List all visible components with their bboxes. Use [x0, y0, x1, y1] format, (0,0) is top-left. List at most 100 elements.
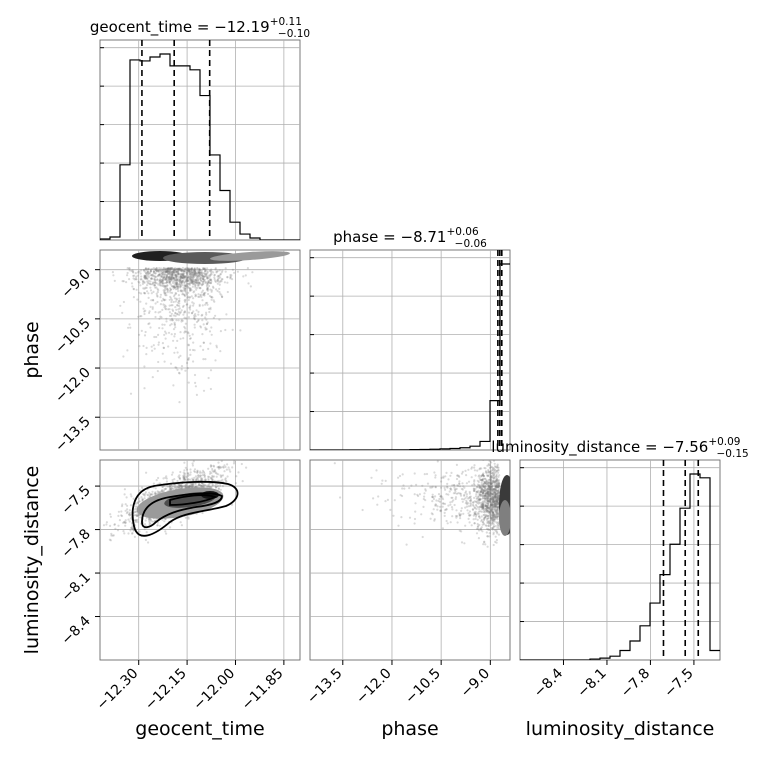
scatter-point [185, 317, 188, 320]
scatter-point [184, 478, 187, 481]
scatter-point [190, 270, 193, 273]
scatter-point [162, 273, 165, 277]
scatter-point [485, 482, 488, 486]
scatter-point [161, 485, 164, 488]
scatter-point [124, 503, 127, 506]
scatter-point [494, 480, 497, 483]
scatter-point [484, 501, 488, 504]
scatter-point [169, 287, 172, 290]
scatter-point [172, 339, 175, 342]
scatter-point [205, 272, 208, 275]
scatter-point [454, 514, 458, 518]
scatter-point [444, 488, 447, 491]
scatter-point [204, 328, 207, 331]
scatter-point [482, 514, 485, 517]
scatter-point [476, 500, 479, 503]
scatter-point [491, 519, 494, 522]
scatter-point [492, 473, 495, 476]
scatter-point [475, 505, 478, 508]
title-geocent_time: geocent_time = −12.19+0.11 −0.10 [90, 16, 310, 40]
scatter-point [483, 489, 486, 492]
scatter-point [147, 494, 150, 497]
scatter-point [177, 319, 180, 322]
scatter-point [196, 469, 199, 472]
scatter-point [199, 279, 202, 282]
scatter-point [180, 318, 183, 322]
scatter-point [196, 471, 199, 474]
scatter-point [170, 317, 174, 320]
scatter-point [169, 277, 172, 280]
scatter-point [173, 483, 177, 486]
scatter-point [193, 271, 196, 274]
scatter-point [386, 498, 389, 501]
scatter-point [467, 468, 470, 471]
scatter-point [190, 483, 193, 486]
scatter-point [484, 504, 487, 507]
scatter-point [472, 487, 475, 490]
scatter-point [189, 287, 192, 290]
scatter-point [176, 285, 179, 288]
scatter-point [480, 467, 483, 470]
scatter-point [175, 275, 178, 278]
scatter-point [197, 281, 200, 284]
scatter-point [493, 501, 496, 504]
scatter-point [192, 280, 195, 283]
scatter-point [183, 281, 186, 285]
scatter-point [494, 510, 497, 513]
scatter-point [221, 453, 223, 455]
scatter-point [496, 507, 499, 510]
scatter-point [149, 270, 152, 273]
scatter-point [143, 287, 146, 290]
scatter-point [486, 491, 489, 494]
scatter-point [488, 492, 491, 495]
scatter-point [200, 485, 203, 488]
scatter-point [494, 525, 497, 528]
scatter-point [146, 290, 149, 293]
scatter-point [191, 311, 194, 315]
scatter-point [495, 512, 498, 515]
scatter-point [165, 268, 168, 271]
scatter-point [486, 535, 489, 538]
scatter-point [170, 278, 173, 281]
x-tick-label-luminosity_distance: −8.4 [531, 665, 566, 700]
scatter-point [177, 268, 180, 271]
scatter-point [185, 273, 189, 276]
scatter-point [173, 286, 176, 289]
scatter-point [190, 271, 193, 274]
scatter-point [149, 274, 152, 277]
scatter-point [203, 275, 206, 278]
scatter-point [176, 287, 179, 290]
scatter-point [493, 484, 496, 487]
scatter-point [470, 476, 473, 479]
scatter-point [493, 505, 496, 508]
scatter-point [484, 487, 487, 490]
scatter-point [484, 524, 487, 527]
scatter-point [168, 281, 171, 284]
scatter-point [147, 322, 150, 326]
scatter-point [457, 474, 460, 477]
scatter-point [495, 485, 498, 488]
scatter-point [493, 470, 496, 473]
scatter-point [494, 496, 497, 499]
scatter-point [489, 485, 492, 488]
scatter-point [422, 497, 425, 501]
scatter-point [486, 486, 489, 489]
scatter-point [173, 323, 176, 326]
scatter-point [156, 278, 159, 281]
scatter-point [489, 510, 492, 513]
scatter-point [201, 482, 205, 485]
scatter-point [188, 334, 191, 337]
scatter-point [149, 522, 152, 526]
scatter-point [496, 524, 499, 527]
scatter-point [165, 281, 168, 284]
scatter-point [197, 273, 200, 276]
scatter-point [433, 519, 436, 522]
scatter-point [403, 487, 406, 490]
scatter-point [440, 486, 443, 489]
scatter-point [191, 274, 194, 277]
scatter-points-geocent_time-phase [111, 266, 254, 404]
scatter-point [491, 518, 494, 521]
scatter-point [129, 392, 133, 395]
scatter-point [206, 287, 209, 291]
scatter-point [172, 269, 175, 272]
